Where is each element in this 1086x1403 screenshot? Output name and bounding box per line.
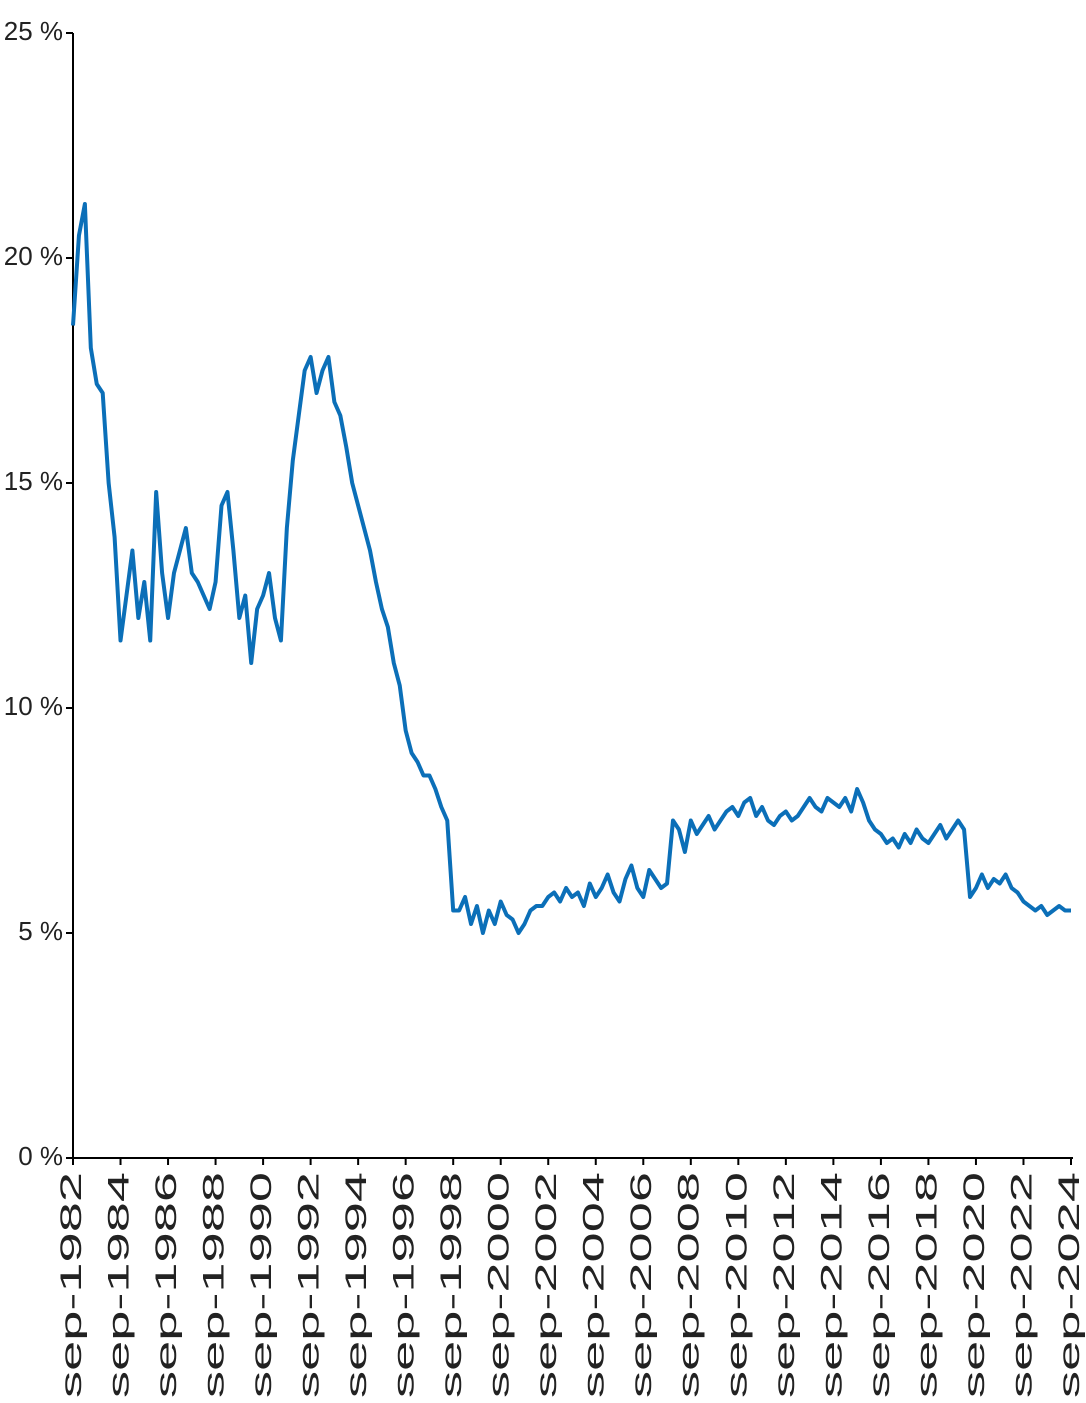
data-line xyxy=(71,202,1071,935)
x-tick-label: sep-1990 xyxy=(245,1172,278,1398)
x-tick-label: sep-2022 xyxy=(1005,1172,1038,1398)
x-tick-label: sep-1986 xyxy=(150,1172,183,1398)
x-tick-label: sep-1992 xyxy=(293,1172,326,1398)
x-tick-label: sep-2014 xyxy=(815,1172,848,1398)
y-tick-label: 20 % xyxy=(4,241,63,271)
x-tick-label: sep-2020 xyxy=(958,1172,991,1398)
x-tick-label: sep-2000 xyxy=(483,1172,516,1398)
y-tick-label: 25 % xyxy=(4,16,63,46)
y-tick-label: 0 % xyxy=(18,1141,63,1171)
y-tick-label: 15 % xyxy=(4,466,63,496)
x-tick-label: sep-2010 xyxy=(720,1172,753,1398)
x-tick-label: sep-1988 xyxy=(197,1172,230,1398)
x-tick-label: sep-2012 xyxy=(768,1172,801,1398)
x-tick-label: sep-2016 xyxy=(863,1172,896,1398)
x-tick-label: sep-2006 xyxy=(625,1172,658,1398)
y-tick-label: 10 % xyxy=(4,691,63,721)
x-tick-label: sep-1998 xyxy=(435,1172,468,1398)
x-tick-label: sep-2024 xyxy=(1053,1172,1086,1398)
y-tick-label: 5 % xyxy=(18,916,63,946)
x-tick-label: sep-1994 xyxy=(340,1172,373,1398)
x-tick-label: sep-2018 xyxy=(910,1172,943,1398)
x-tick-label: sep-1982 xyxy=(55,1172,88,1398)
x-tick-label: sep-1984 xyxy=(102,1172,135,1398)
x-tick-label: sep-2002 xyxy=(530,1172,563,1398)
x-tick-label: sep-2004 xyxy=(578,1172,611,1398)
x-tick-label: sep-2008 xyxy=(673,1172,706,1398)
x-tick-label: sep-1996 xyxy=(388,1172,421,1398)
